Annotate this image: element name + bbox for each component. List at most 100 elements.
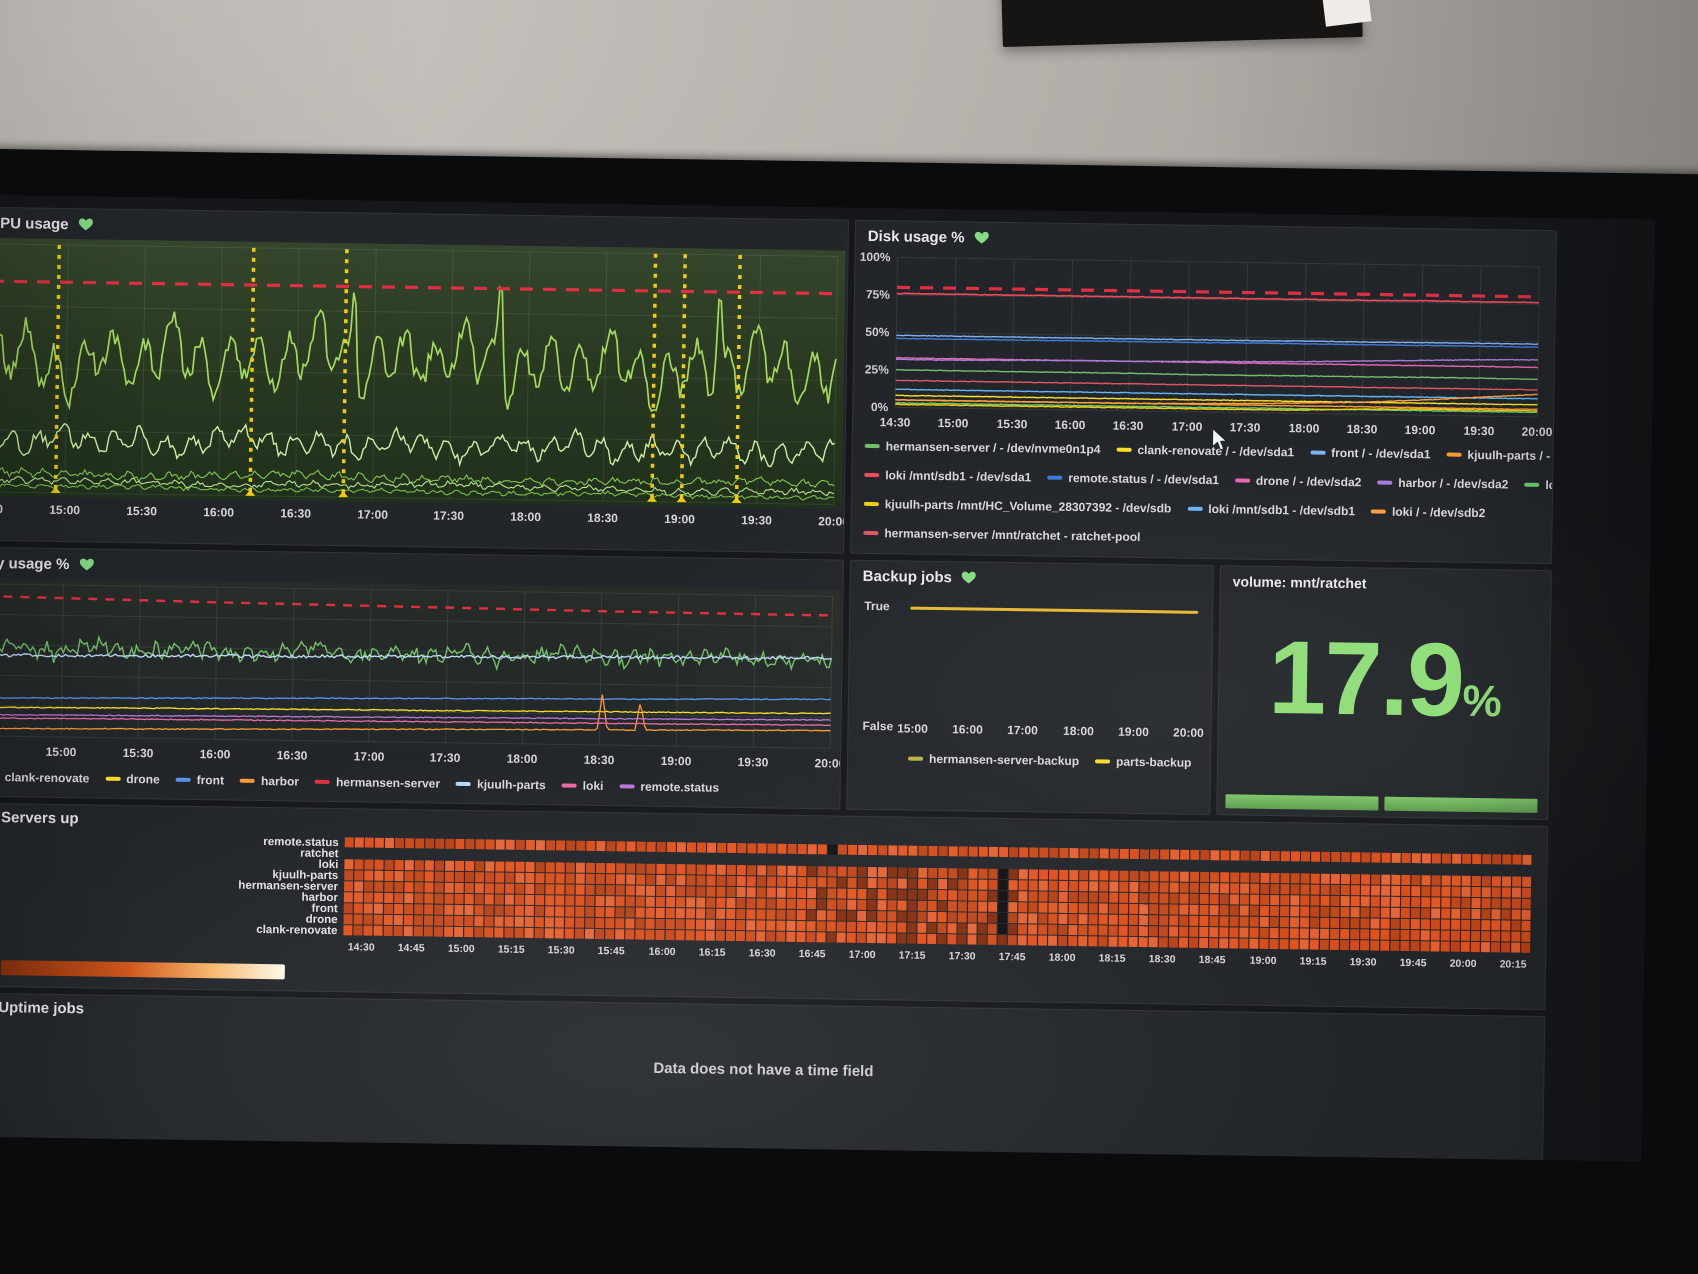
legend-item[interactable]: kjuulh-parts / - /dev/sda1 <box>1446 446 1557 466</box>
x-tick: 15:30 <box>122 745 154 761</box>
x-tick: 17:30 <box>433 508 465 523</box>
panel-title: Memory usage % <box>0 553 70 573</box>
legend-item[interactable]: loki <box>561 776 604 795</box>
svg-text:50%: 50% <box>865 325 890 339</box>
x-tick: 19:30 <box>1349 956 1377 969</box>
legend-item[interactable]: harbor / - /dev/sda2 <box>1377 474 1508 494</box>
legend-item[interactable]: loki /mnt/sdb1 - /dev/sda1 <box>864 466 1031 486</box>
x-tick: 14:30 <box>0 744 6 759</box>
x-tick: 16:45 <box>798 947 826 961</box>
panel-header[interactable]: Host CPU usage <box>0 207 848 250</box>
legend-item[interactable]: harbor <box>239 772 299 791</box>
legend-item[interactable]: front <box>175 771 225 790</box>
x-tick: 15:30 <box>126 503 158 519</box>
x-tick: 16:00 <box>199 747 231 762</box>
x-tick: 15:45 <box>597 944 625 958</box>
x-tick: 18:30 <box>583 752 615 768</box>
disk-usage-chart[interactable]: 0% 25% 50% 75% 100% <box>853 251 1547 421</box>
no-data-message: Data does not have a time field <box>653 1059 874 1081</box>
x-tick: 19:00 <box>660 753 692 769</box>
x-tick: 17:30 <box>948 950 976 963</box>
panel-header[interactable]: Memory usage % <box>0 547 843 590</box>
x-tick: 14:30 <box>347 941 375 954</box>
legend-item[interactable]: drone <box>105 770 160 789</box>
picture-frame-paper <box>1322 0 1372 27</box>
legend-item[interactable]: loki / - /dev/sdb2 <box>1370 502 1486 522</box>
x-tick: 18:00 <box>1288 421 1320 436</box>
legend-item[interactable]: loki / - /dev/sda2 <box>1524 476 1557 496</box>
cpu-usage-chart[interactable] <box>0 237 846 509</box>
panel-header[interactable]: volume: mnt/ratchet <box>1220 566 1550 601</box>
x-tick: 18:30 <box>1346 422 1378 437</box>
x-tick: 19:15 <box>1299 955 1327 968</box>
panel-title: Backup jobs <box>862 567 953 586</box>
x-tick: 15:30 <box>996 416 1028 432</box>
legend-swatch <box>1446 452 1462 457</box>
legend-swatch <box>105 776 121 781</box>
health-heart-icon <box>974 231 989 244</box>
panel-cpu-usage: Host CPU usage 14:30 15:00 15:30 16:00 16:30… <box>0 206 850 554</box>
legend-swatch <box>561 783 577 788</box>
legend-item[interactable]: drone / - /dev/sda2 <box>1234 471 1362 491</box>
x-tick: 18:45 <box>1198 953 1226 967</box>
x-tick: 19:30 <box>1463 423 1495 439</box>
legend-swatch <box>864 443 880 449</box>
svg-text:front: front <box>311 903 338 915</box>
x-tick: 18:00 <box>506 751 538 767</box>
legend-item[interactable]: front / - /dev/sda1 <box>1310 444 1431 464</box>
x-tick: 18:00 <box>510 509 542 525</box>
volume-stat-unit: % <box>1462 676 1501 727</box>
legend-item[interactable]: remote.status / - /dev/sda1 <box>1047 469 1219 490</box>
x-tick: 19:30 <box>741 513 773 528</box>
legend-item[interactable]: hermansen-server /mnt/ratchet - ratchet-… <box>863 524 1141 546</box>
legend-item[interactable]: loki /mnt/sdb1 - /dev/sdb1 <box>1187 500 1355 520</box>
svg-text:25%: 25% <box>865 362 890 376</box>
x-tick: 17:00 <box>353 749 385 764</box>
legend-item[interactable]: hermansen-server-backup <box>908 750 1079 771</box>
legend-item[interactable]: parts-backup <box>1095 752 1192 771</box>
x-tick: 18:15 <box>1098 952 1126 965</box>
x-tick: 18:30 <box>1148 953 1176 966</box>
panel-header[interactable]: Disk usage % <box>856 221 1556 261</box>
legend-item[interactable]: remote.status <box>619 777 719 796</box>
x-tick: 19:00 <box>1118 724 1149 740</box>
memory-usage-chart[interactable]: 0%20%40%60%80%100% <box>0 577 841 753</box>
legend-item[interactable]: kjuulh-parts <box>456 775 546 794</box>
x-tick: 17:30 <box>429 750 461 765</box>
legend-swatch <box>1116 447 1132 452</box>
legend-item[interactable]: hermansen-server / - /dev/nvme0n1p4 <box>864 437 1101 458</box>
x-tick: 16:30 <box>748 947 776 960</box>
monitor-bezel: Host CPU usage 14:30 15:00 15:30 16:00 16:30… <box>0 148 1698 1274</box>
x-tick: 16:00 <box>648 945 676 959</box>
legend-item[interactable]: kjuulh-parts /mnt/HC_Volume_28307392 - /… <box>863 495 1172 518</box>
legend-item[interactable]: clank-renovate <box>4 770 90 786</box>
x-tick: 20:00 <box>1521 424 1553 440</box>
legend-swatch <box>456 781 472 787</box>
panel-title: Servers up <box>0 808 79 827</box>
x-tick: 16:15 <box>698 946 726 959</box>
legend-swatch <box>1234 478 1251 483</box>
svg-text:clank-renovate: clank-renovate <box>256 924 337 937</box>
x-tick: 17:00 <box>1171 419 1203 434</box>
legend-swatch <box>239 778 256 783</box>
volume-sparkline-bar <box>1384 796 1538 813</box>
disk-legend: hermansen-server / - /dev/nvme0n1p4 clank… <box>863 437 1557 562</box>
x-tick: 20:00 <box>814 756 844 771</box>
health-heart-icon <box>79 558 94 571</box>
servers-up-heatmap[interactable]: remote.status ratchet loki kjuulh-parts herm… <box>0 832 1541 955</box>
legend-swatch <box>1187 506 1203 511</box>
svg-text:75%: 75% <box>866 287 891 301</box>
x-tick: 15:00 <box>447 942 475 956</box>
legend-item[interactable]: clank-renovate / - /dev/sda1 <box>1116 441 1294 462</box>
x-tick: 19:00 <box>664 511 696 527</box>
legend-swatch <box>1524 482 1540 487</box>
legend-swatch <box>175 777 191 782</box>
panel-backup-jobs: Backup jobs True False 15:00 16:00 17:00 18… <box>846 559 1214 816</box>
health-heart-icon <box>78 218 93 231</box>
legend-item[interactable]: hermansen-server <box>315 773 440 793</box>
panel-memory-usage: Memory usage % 0%20%40%60%80%100% 14:30 1… <box>0 546 844 810</box>
panel-header[interactable]: Backup jobs <box>851 561 1213 596</box>
x-tick: 14:45 <box>397 942 425 955</box>
x-tick: 17:15 <box>898 949 926 962</box>
